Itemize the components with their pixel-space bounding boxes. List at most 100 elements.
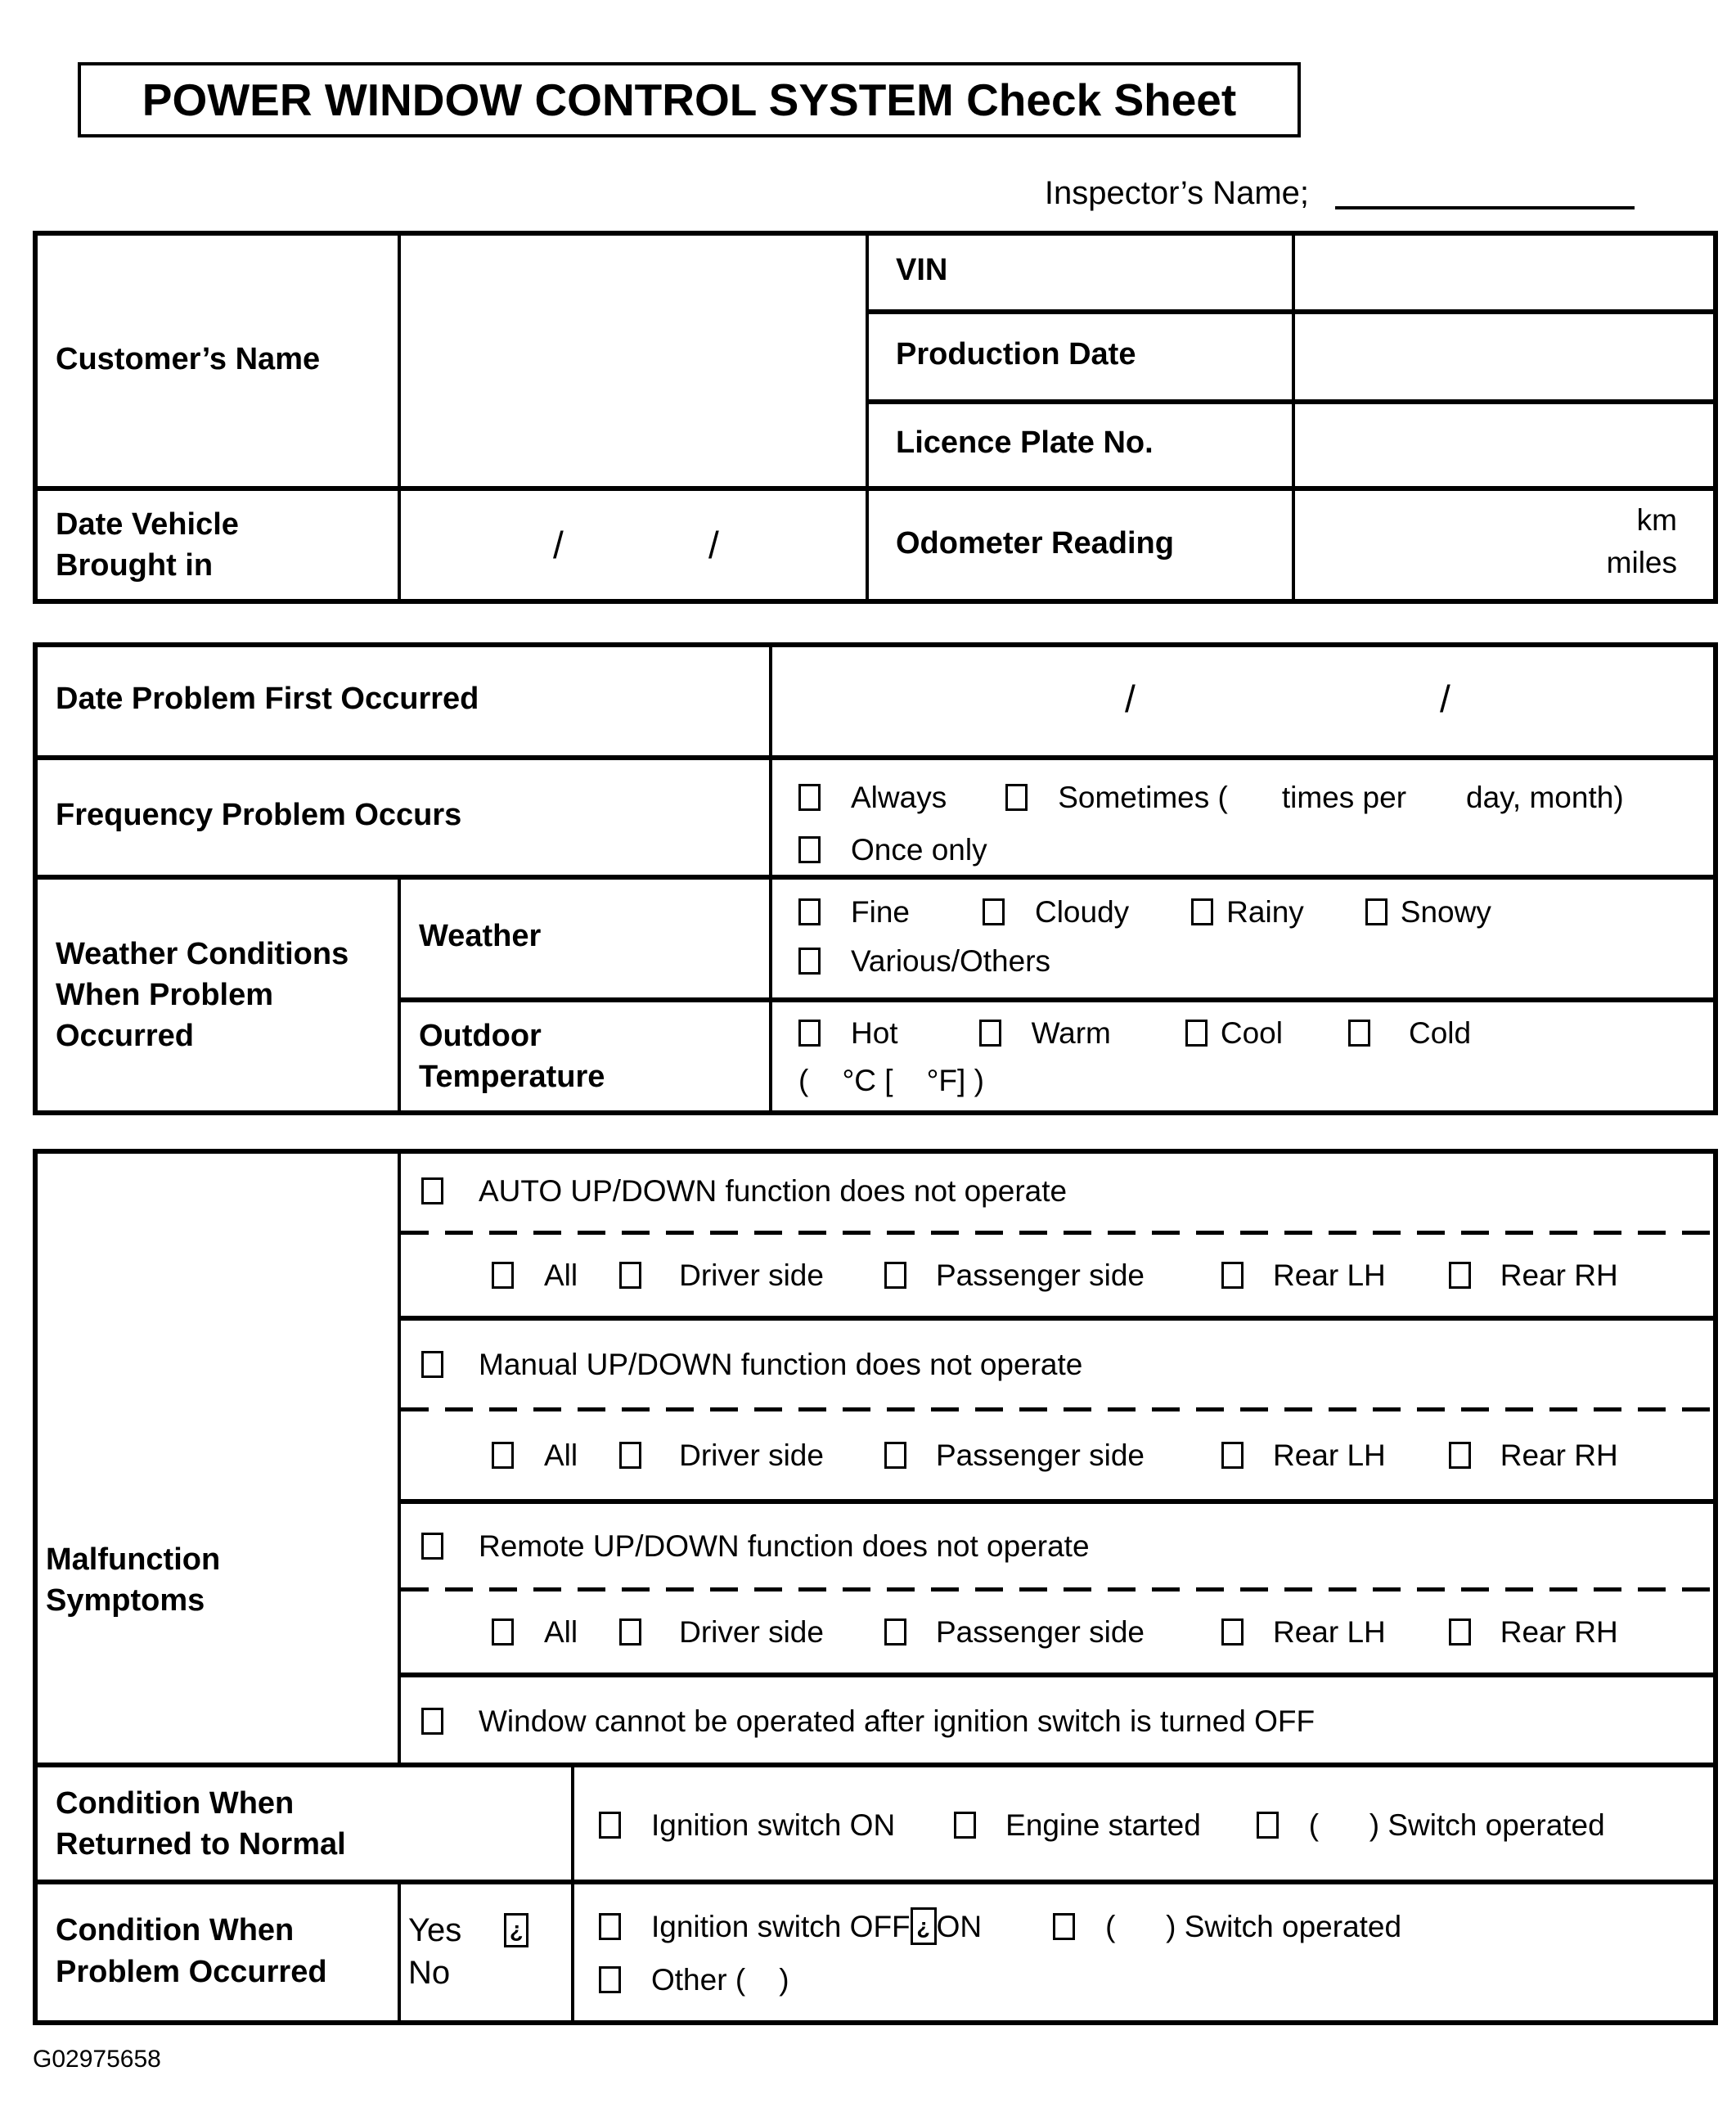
- checkbox-icon[interactable]: [798, 898, 821, 925]
- symptom-auto-label: AUTO UP/DOWN function does not operate: [479, 1173, 1068, 1208]
- checkbox-icon[interactable]: [619, 1441, 642, 1469]
- malfunction-table: [33, 1149, 1718, 2025]
- checkbox-icon[interactable]: [492, 1441, 514, 1469]
- unknown-glyph-icon: ¿: [504, 1912, 529, 1947]
- returned-option-switch-operated: ( ) Switch operated: [1308, 1808, 1605, 1842]
- symptom-ignition-off-label: Window cannot be operated after ignition…: [479, 1704, 1315, 1738]
- checkbox-icon[interactable]: [599, 1965, 621, 1993]
- checkbox-icon[interactable]: [1448, 1618, 1471, 1646]
- checkbox-icon[interactable]: [798, 783, 821, 811]
- date-problem-field[interactable]: [774, 647, 1713, 755]
- figure-code: G02975658: [33, 2046, 161, 2073]
- odometer-label-text: Odometer Reading: [896, 525, 1174, 561]
- divider-line: [398, 1882, 401, 2020]
- divider-line: [38, 486, 1713, 491]
- symptom-manual-row: Manual UP/DOWN function does not operate: [409, 1341, 1082, 1387]
- checkbox-icon[interactable]: [492, 1261, 514, 1289]
- odometer-field[interactable]: [1297, 491, 1624, 599]
- checkbox-icon[interactable]: [421, 1532, 443, 1560]
- temperature-option-warm: Warm: [1031, 1015, 1111, 1050]
- production-date-label: Production Date: [896, 309, 1136, 399]
- frequency-label: Frequency Problem Occurs: [56, 755, 461, 875]
- checkbox-icon[interactable]: [1053, 1912, 1076, 1940]
- divider-line: [401, 1499, 1713, 1504]
- checkbox-icon[interactable]: [954, 1811, 977, 1839]
- date-problem-label-text: Date Problem First Occurred: [56, 681, 479, 716]
- checkbox-icon[interactable]: [1221, 1261, 1244, 1289]
- temperature-scale-text: ( °C [ °F] ): [798, 1063, 984, 1097]
- divider-line: [38, 755, 1713, 760]
- vin-label-text: VIN: [896, 252, 948, 287]
- symptom-remote-sides-row: All Driver side Passenger side Rear LH R…: [409, 1609, 1618, 1655]
- checkbox-icon[interactable]: [1448, 1261, 1471, 1289]
- dashed-divider: [401, 1587, 1713, 1591]
- weather-options-line1: Fine Cloudy Rainy Snowy: [785, 890, 1491, 933]
- divider-line: [38, 1763, 1713, 1767]
- checkbox-icon[interactable]: [421, 1350, 443, 1378]
- divider-line: [398, 1154, 401, 1767]
- checkbox-icon[interactable]: [421, 1707, 443, 1735]
- weather-conditions-label: Weather Conditions When Problem Occurred: [56, 875, 349, 1115]
- side-option-rear-rh: Rear RH: [1500, 1258, 1618, 1292]
- production-date-label-text: Production Date: [896, 336, 1136, 371]
- date-problem-label: Date Problem First Occurred: [56, 642, 479, 755]
- checkbox-icon[interactable]: [1347, 1019, 1370, 1047]
- temperature-option-cold: Cold: [1408, 1015, 1472, 1050]
- outdoor-temperature-line2: Temperature: [419, 1060, 605, 1094]
- checkbox-icon[interactable]: [798, 1019, 821, 1047]
- checkbox-icon[interactable]: [421, 1177, 443, 1204]
- checkbox-icon[interactable]: [798, 947, 821, 975]
- date-brought-field[interactable]: [403, 491, 862, 599]
- checkbox-icon[interactable]: [619, 1261, 642, 1289]
- page-title: POWER WINDOW CONTROL SYSTEM Check Sheet: [142, 74, 1237, 125]
- inspector-name-input-line[interactable]: [1335, 206, 1635, 209]
- checkbox-icon[interactable]: [599, 1811, 621, 1839]
- divider-line: [571, 1767, 574, 2020]
- checkbox-icon[interactable]: [1365, 898, 1387, 925]
- side-option-passenger: Passenger side: [935, 1614, 1145, 1649]
- weather-conditions-line3: Occurred: [56, 1019, 194, 1054]
- checkbox-icon[interactable]: [1448, 1441, 1471, 1469]
- symptom-remote-row: Remote UP/DOWN function does not operate: [409, 1523, 1090, 1569]
- dashed-divider: [401, 1407, 1713, 1411]
- checkbox-icon[interactable]: [798, 835, 821, 863]
- licence-plate-field[interactable]: [1297, 404, 1713, 486]
- checkbox-icon[interactable]: [1185, 1019, 1208, 1047]
- checkbox-icon[interactable]: [492, 1618, 514, 1646]
- vin-field[interactable]: [1297, 236, 1713, 309]
- no-label: No: [408, 1954, 451, 1991]
- malfunction-label-line1: Malfunction: [46, 1542, 221, 1577]
- condition-returned-label: Condition When Returned to Normal: [56, 1767, 346, 1880]
- checkbox-icon[interactable]: [978, 1019, 1001, 1047]
- checkbox-icon[interactable]: [982, 898, 1005, 925]
- checkbox-icon[interactable]: [884, 1441, 906, 1469]
- weather-conditions-line1: Weather Conditions: [56, 936, 349, 971]
- checkbox-icon[interactable]: [1005, 783, 1028, 811]
- checkbox-icon[interactable]: [1221, 1441, 1244, 1469]
- checkbox-icon[interactable]: [884, 1618, 906, 1646]
- date-brought-label: Date Vehicle Brought in: [56, 489, 239, 601]
- divider-line: [401, 1316, 1713, 1321]
- divider-line: [401, 1673, 1713, 1677]
- production-date-field[interactable]: [1297, 314, 1713, 399]
- divider-line: [398, 876, 401, 1110]
- divider-line: [398, 997, 1713, 1002]
- frequency-times-per-text: times per: [1281, 780, 1407, 814]
- side-option-rear-rh: Rear RH: [1500, 1614, 1618, 1649]
- checkbox-icon[interactable]: [1221, 1618, 1244, 1646]
- condition-problem-line2: Problem Occurred: [56, 1954, 327, 1989]
- frequency-day-month-text: day, month): [1466, 780, 1624, 814]
- checkbox-icon[interactable]: [1256, 1811, 1279, 1839]
- condition-problem-label: Condition When Problem Occurred: [56, 1882, 327, 2020]
- checkbox-icon[interactable]: [1191, 898, 1214, 925]
- checkbox-icon[interactable]: [599, 1912, 621, 1940]
- side-option-passenger: Passenger side: [935, 1438, 1145, 1472]
- checkbox-icon[interactable]: [884, 1261, 906, 1289]
- checkbox-icon[interactable]: [619, 1618, 642, 1646]
- divider-line: [866, 309, 1713, 314]
- odometer-unit-miles: miles: [1606, 546, 1677, 579]
- returned-option-engine-started: Engine started: [1005, 1808, 1201, 1842]
- condition-returned-line1: Condition When: [56, 1785, 295, 1821]
- condition-problem-options-line2: Other ( ): [573, 1956, 789, 2002]
- customer-name-field[interactable]: [403, 236, 862, 483]
